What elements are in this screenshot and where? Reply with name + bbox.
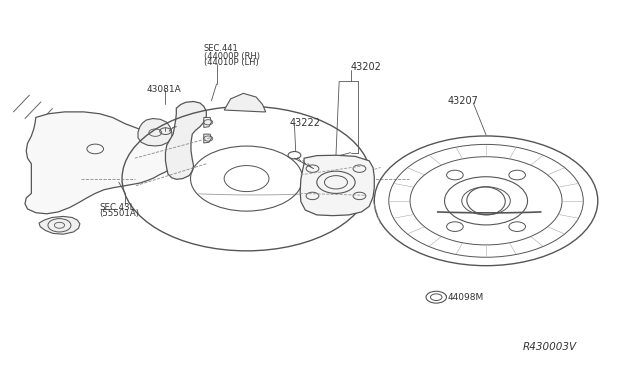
Text: 44098M: 44098M (448, 293, 484, 302)
Polygon shape (204, 134, 211, 143)
Text: R430003V: R430003V (523, 342, 577, 352)
Polygon shape (25, 112, 179, 214)
Polygon shape (300, 155, 374, 216)
Polygon shape (224, 93, 266, 112)
Text: 43202: 43202 (351, 62, 381, 73)
Polygon shape (138, 119, 172, 146)
Polygon shape (166, 102, 206, 179)
Text: (55501A): (55501A) (100, 209, 140, 218)
Text: 43081A: 43081A (147, 85, 181, 94)
Text: SEC.43L: SEC.43L (100, 203, 135, 212)
Text: (44000P (RH): (44000P (RH) (204, 52, 260, 61)
Text: 43222: 43222 (289, 118, 321, 128)
Polygon shape (204, 118, 211, 128)
Text: SEC.441: SEC.441 (204, 44, 239, 53)
Text: 43207: 43207 (448, 96, 479, 106)
Polygon shape (39, 217, 80, 234)
Text: (44010P (LH): (44010P (LH) (204, 58, 259, 67)
